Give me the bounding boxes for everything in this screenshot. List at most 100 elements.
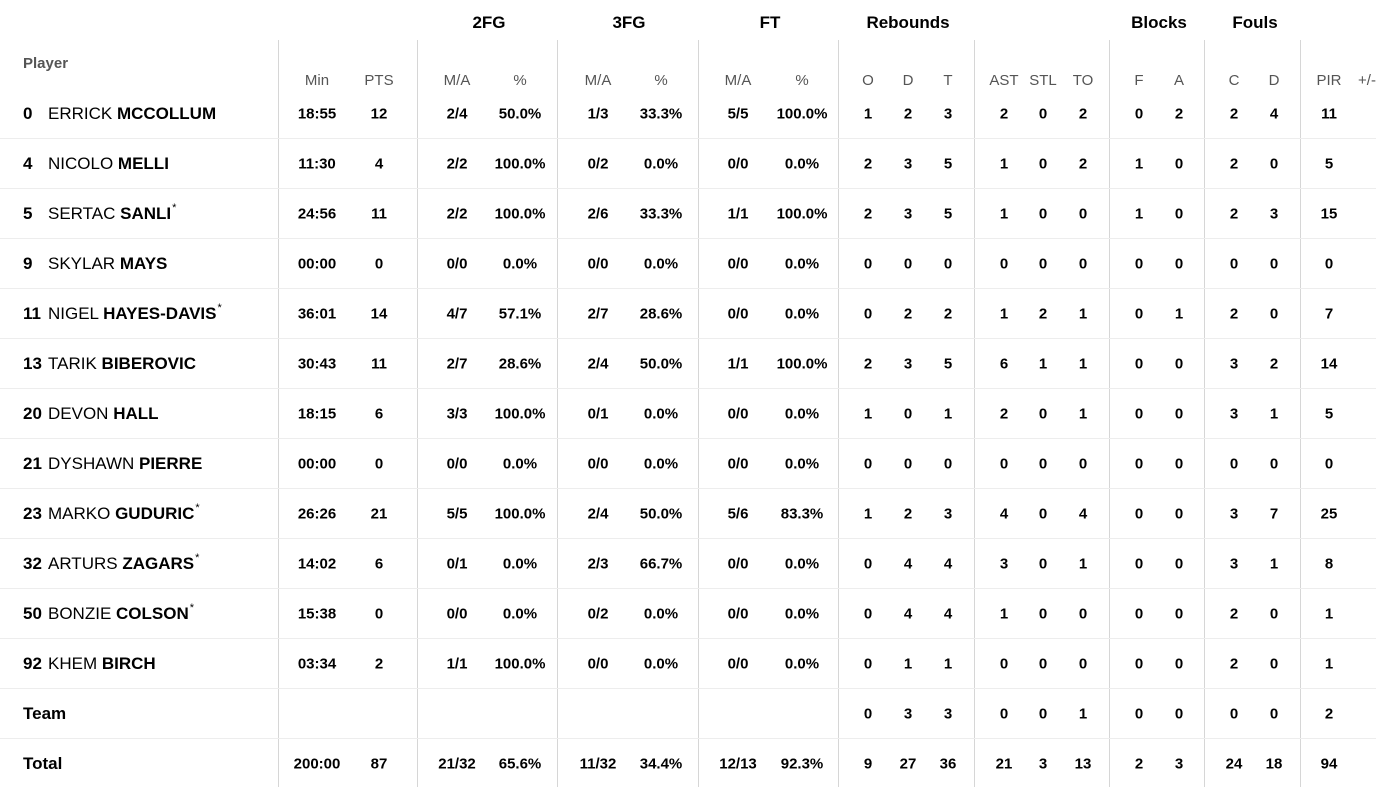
stat-cell: 21/32	[438, 755, 476, 773]
column-header: M/A	[724, 72, 752, 89]
stat-cell: 1	[1078, 405, 1088, 423]
stat-cell: 2/7	[587, 305, 609, 323]
column-divider	[974, 40, 975, 787]
player-first-name: KHEM	[48, 654, 98, 673]
stat-cell: 0	[1269, 455, 1279, 473]
stat-cell: 5/6	[727, 505, 749, 523]
stat-cell: 1	[943, 655, 953, 673]
stat-cell: 0	[1078, 605, 1088, 623]
player-number: 92	[23, 654, 42, 673]
player-name-link[interactable]: DEVON HALL	[48, 404, 159, 424]
stat-cell: 30:43	[297, 355, 337, 373]
stat-cell: 0.0%	[502, 255, 538, 273]
column-divider	[1204, 40, 1205, 787]
stat-cell: 0	[1324, 455, 1334, 473]
stat-cell: 0	[1038, 455, 1048, 473]
stat-cell: 4	[943, 605, 953, 623]
stat-cell: 3	[943, 705, 953, 723]
player-name-link[interactable]: SKYLAR MAYS	[48, 254, 167, 274]
stat-cell: 1	[1078, 305, 1088, 323]
stat-cell: 2	[1134, 755, 1144, 773]
column-header: M/A	[584, 72, 612, 89]
stat-cell: 0	[1174, 655, 1184, 673]
stat-cell: 1/1	[446, 655, 468, 673]
stat-cell: 4	[903, 605, 913, 623]
stat-cell: 2	[1229, 155, 1239, 173]
column-header: O	[862, 72, 874, 89]
player-number: 9	[23, 254, 33, 273]
player-name-link[interactable]: KHEM BIRCH	[48, 654, 156, 674]
stat-cell: 6	[374, 555, 384, 573]
player-first-name: DEVON	[48, 404, 109, 423]
stat-cell: 28.6%	[639, 305, 683, 323]
player-name-link[interactable]: TARIK BIBEROVIC	[48, 354, 196, 374]
player-last-name: HAYES-DAVIS	[103, 304, 217, 323]
stat-cell: 1	[1078, 555, 1088, 573]
stat-cell: 2	[1269, 355, 1279, 373]
player-name-link[interactable]: MARKO GUDURIC*	[48, 502, 200, 524]
stat-cell: 0/0	[587, 255, 609, 273]
stat-cell: 0.0%	[784, 155, 820, 173]
stat-cell: 18	[1265, 755, 1283, 773]
stat-cell: 0.0%	[784, 455, 820, 473]
column-header: %	[795, 72, 809, 89]
stat-cell: 1	[1269, 555, 1279, 573]
stat-cell: 0	[943, 455, 953, 473]
stat-cell: 0/0	[446, 605, 468, 623]
stat-cell: 0	[1038, 655, 1048, 673]
stat-cell: 11:30	[298, 155, 336, 173]
stat-cell: 36:01	[297, 305, 337, 323]
player-name-link[interactable]: ARTURS ZAGARS*	[48, 552, 199, 574]
stat-cell: 1	[1038, 355, 1048, 373]
stat-cell: 94	[1320, 755, 1338, 773]
player-name-link[interactable]: DYSHAWN PIERRE	[48, 454, 202, 474]
player-row: 13 TARIK BIBEROVIC 30:43 11 2/7 28.6% 2/4 50.0%…	[0, 339, 1376, 389]
player-row: 50 BONZIE COLSON* 15:38 0 0/0 0.0% 0/2 0.0% 0/0 0…	[0, 589, 1376, 639]
stat-cell: 2	[943, 305, 953, 323]
row-divider	[0, 288, 1376, 289]
stat-cell: 18:55	[297, 105, 337, 123]
stat-cell: 12/13	[719, 755, 757, 773]
player-number: 11	[23, 304, 41, 323]
stat-cell: 92.3%	[780, 755, 824, 773]
player-name-link[interactable]: SERTAC SANLI*	[48, 202, 176, 224]
stat-cell: 5	[943, 355, 953, 373]
stat-cell: 0	[1038, 255, 1048, 273]
stat-cell: 34.4%	[639, 755, 683, 773]
player-name-link[interactable]: BONZIE COLSON*	[48, 602, 194, 624]
stat-cell: 0	[1078, 655, 1088, 673]
column-group-3fg: 3FG	[612, 13, 646, 32]
stat-cell: 14:02	[297, 555, 337, 573]
stat-cell: 2	[999, 105, 1009, 123]
stat-cell: 2	[863, 155, 873, 173]
stat-cell: 0	[999, 705, 1009, 723]
stat-cell: 21	[370, 505, 388, 523]
player-first-name: TARIK	[48, 354, 97, 373]
stat-cell: 2	[1229, 305, 1239, 323]
stat-cell: 0	[374, 605, 384, 623]
column-group-rebounds: Rebounds	[866, 13, 950, 32]
stat-cell: 1	[1324, 605, 1334, 623]
stat-cell: 28.6%	[498, 355, 542, 373]
column-header: TO	[1072, 72, 1094, 89]
stat-cell: 0	[999, 255, 1009, 273]
stat-cell: 0	[1174, 205, 1184, 223]
row-divider	[0, 188, 1376, 189]
stat-cell: 0	[374, 455, 384, 473]
player-name-link[interactable]: NIGEL HAYES-DAVIS*	[48, 302, 222, 324]
stat-cell: 0/0	[727, 555, 749, 573]
player-row: 5 SERTAC SANLI* 24:56 11 2/2 100.0% 2/6 33.3% 1/…	[0, 189, 1376, 239]
stat-cell: 18:15	[297, 405, 337, 423]
stat-cell: 0	[1134, 355, 1144, 373]
stat-cell: 6	[999, 355, 1009, 373]
player-name-link[interactable]: ERRICK MCCOLLUM	[48, 104, 216, 124]
player-name-link[interactable]: NICOLO MELLI	[48, 154, 169, 174]
stat-cell: 4	[374, 155, 384, 173]
stat-cell: 1/3	[587, 105, 609, 123]
stat-cell: 0	[1269, 605, 1279, 623]
stat-cell: 11	[1321, 105, 1337, 123]
stat-cell: 0	[1174, 555, 1184, 573]
row-divider	[0, 538, 1376, 539]
stat-cell: 2/7	[446, 355, 468, 373]
stat-cell: 25	[1320, 505, 1338, 523]
